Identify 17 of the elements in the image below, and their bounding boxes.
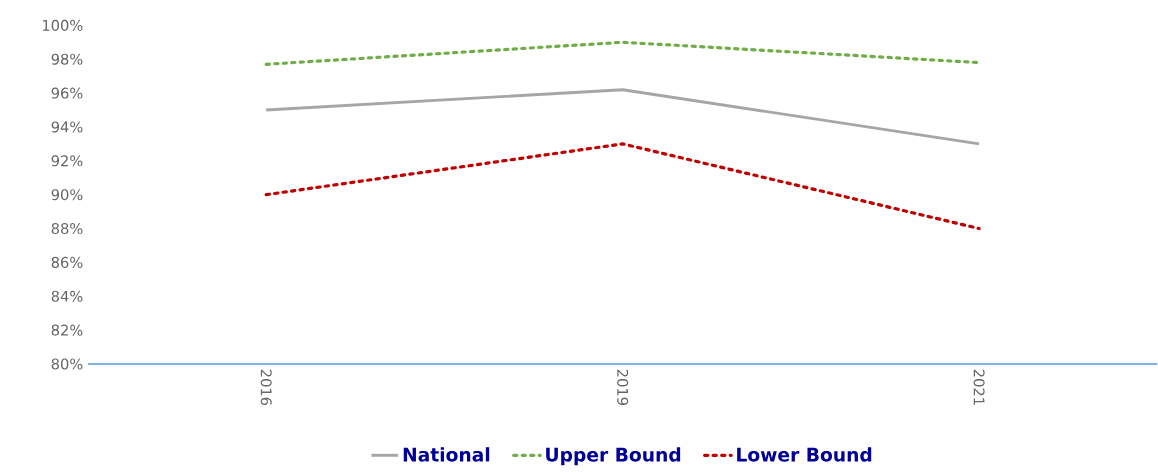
y-tick-label: 88% (51, 223, 83, 235)
y-tick-label: 90% (51, 189, 83, 201)
legend-label: National (403, 447, 490, 462)
x-tick-label: 2019 (617, 369, 629, 405)
y-tick-label: 82% (51, 324, 83, 336)
legend-label: Upper Bound (546, 447, 681, 466)
y-tick-label: 98% (51, 53, 83, 65)
y-tick-label: 96% (51, 87, 83, 99)
y-tick-label: 100% (42, 19, 83, 31)
y-tick-label: 80% (51, 358, 83, 370)
x-tick-label: 2021 (973, 369, 985, 405)
y-tick-label: 84% (51, 290, 83, 302)
y-tick-label: 86% (51, 256, 83, 268)
y-tick-label: 94% (51, 121, 83, 133)
x-tick-label: 2016 (260, 369, 272, 406)
legend-label: Lower Bound (737, 447, 872, 462)
y-tick-label: 92% (51, 155, 83, 167)
